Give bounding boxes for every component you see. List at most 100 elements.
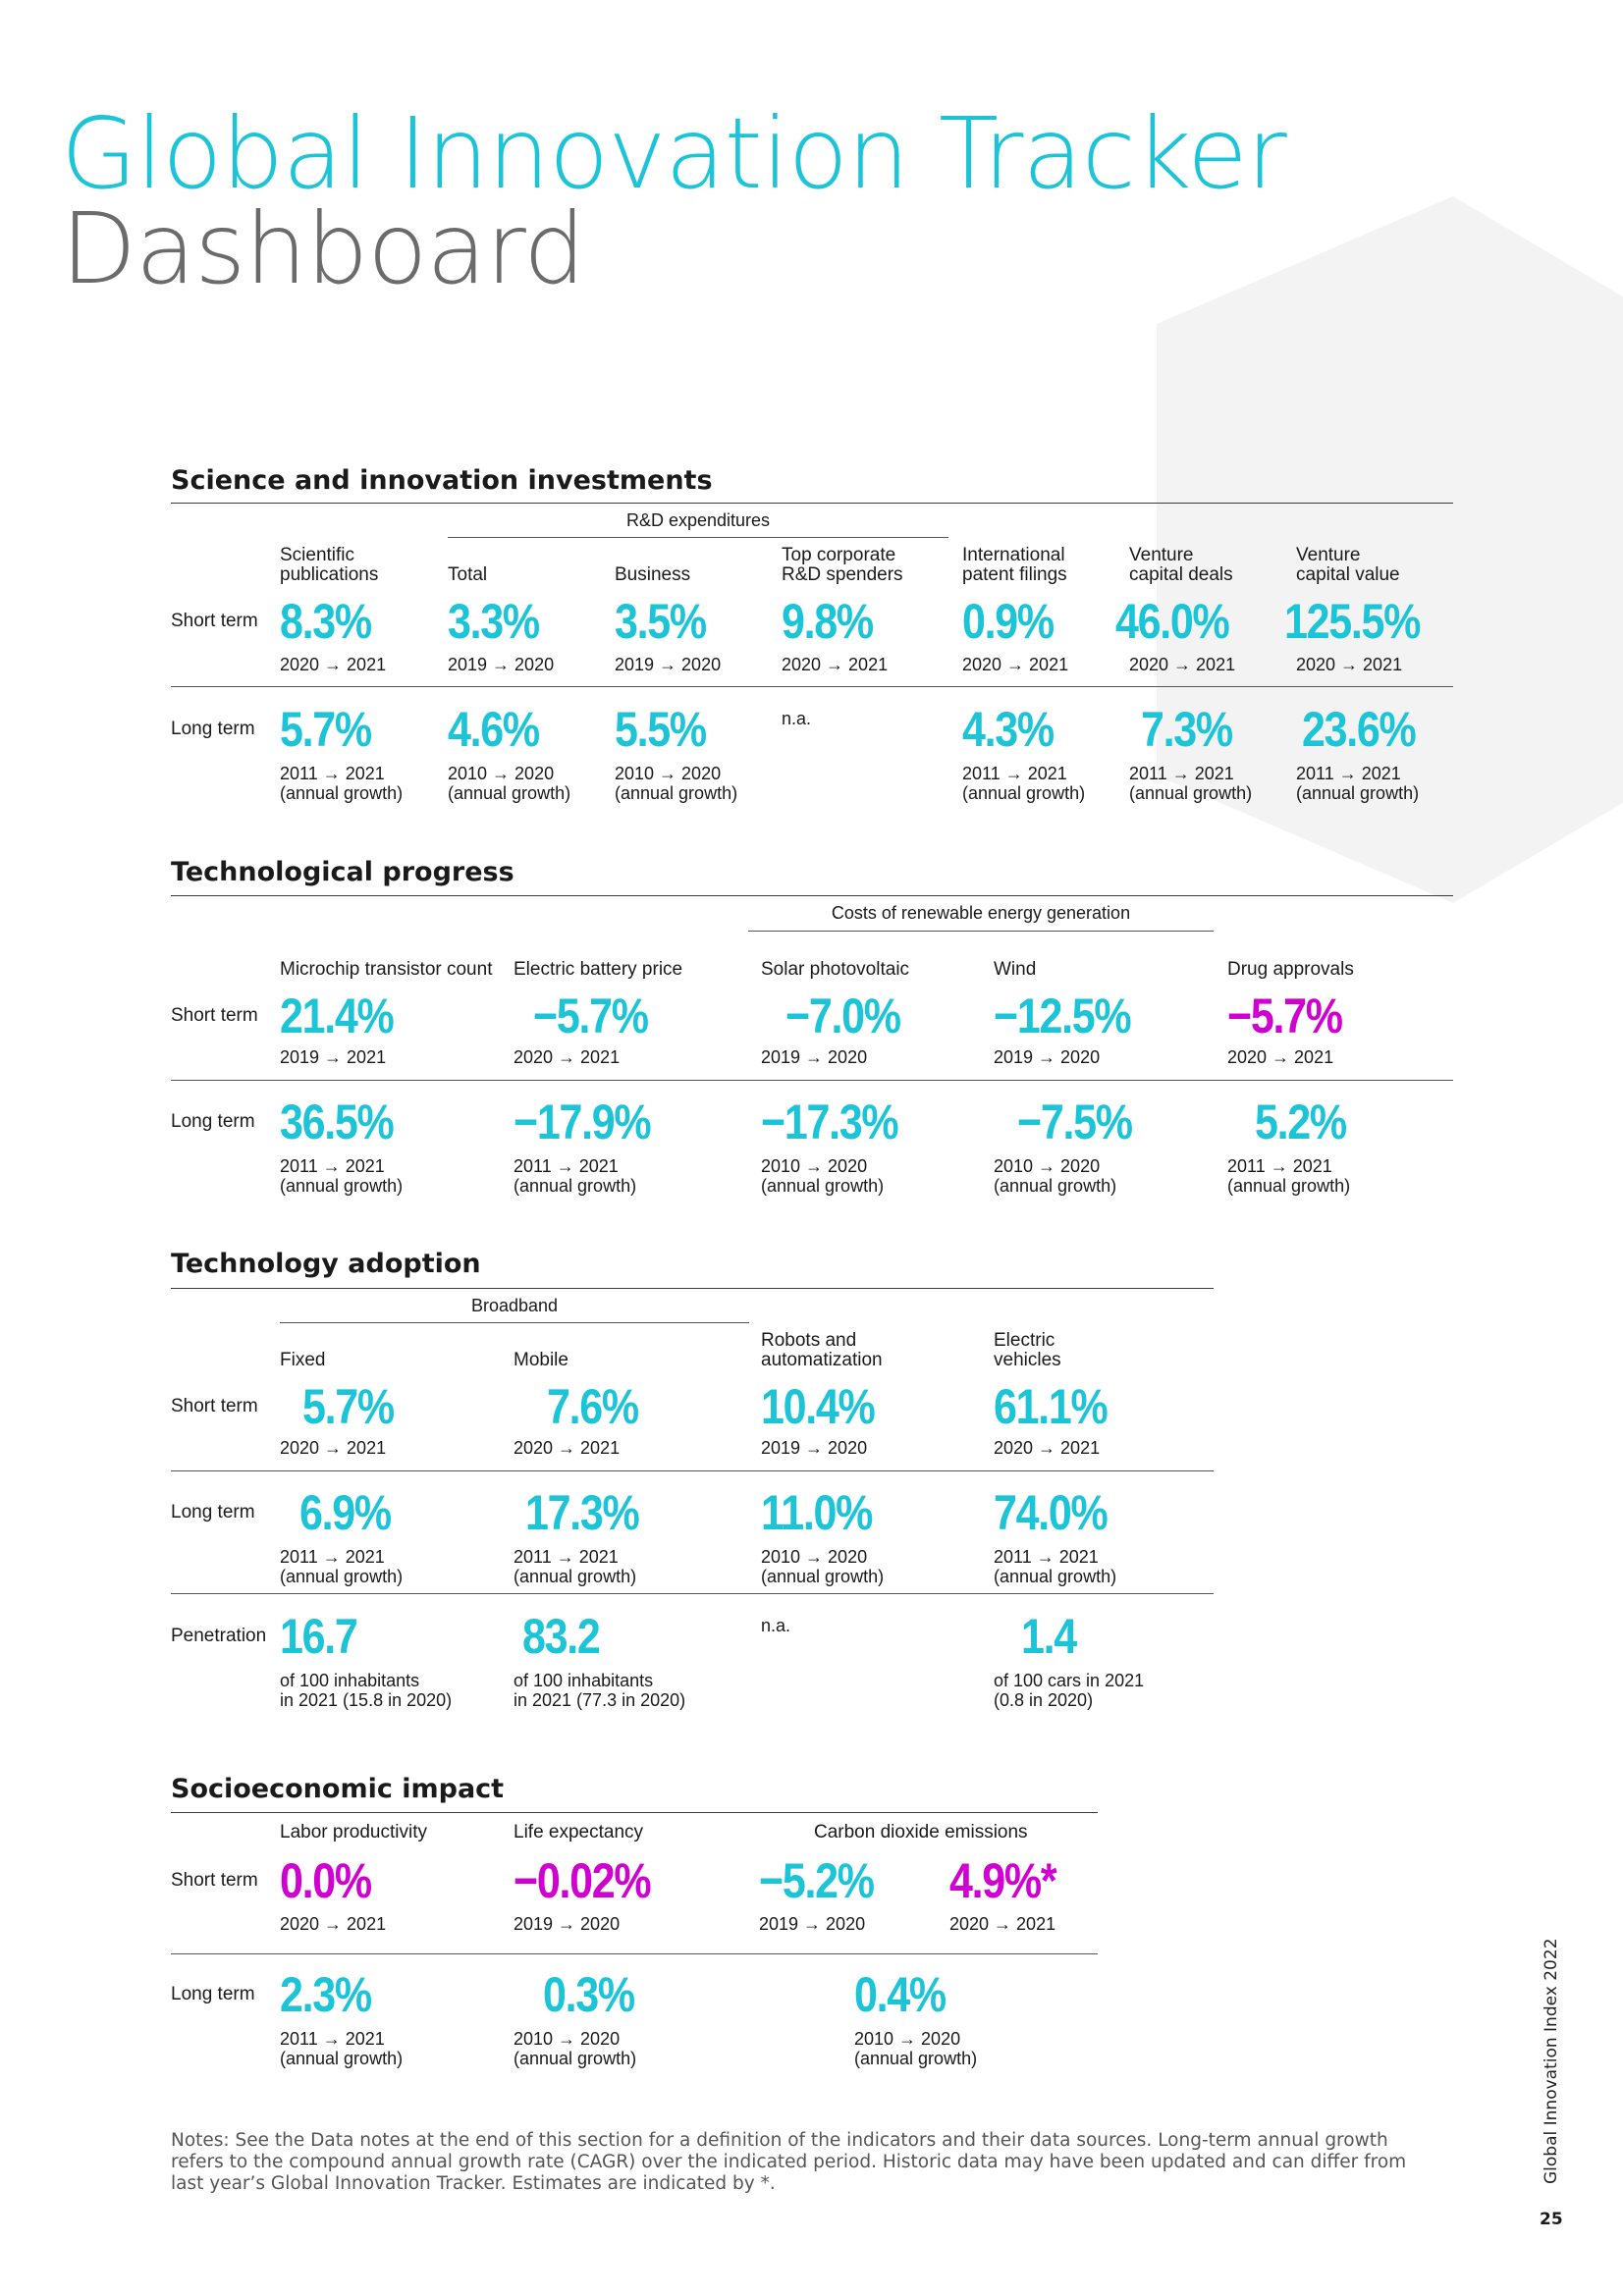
metric-value: 5.7% [280, 702, 372, 757]
metric-value: 4.6% [448, 702, 540, 757]
row-label-short-term: Short term [171, 1005, 258, 1026]
metric-value: 6.9% [299, 1485, 392, 1540]
metric-value: 21.4% [280, 988, 395, 1043]
row-label-long-term: Long term [171, 1502, 255, 1522]
metric-value: 1.4 [1021, 1609, 1077, 1664]
column-header: Fixed [280, 1350, 326, 1370]
metric-value: 5.7% [302, 1379, 395, 1434]
divider [171, 1812, 1098, 1813]
column-header: Business [615, 564, 691, 585]
row-label-penetration: Penetration [171, 1626, 267, 1646]
row-label-long-term: Long term [171, 1984, 255, 2004]
divider [171, 895, 1453, 896]
period-label: 2011 → 2021 (annual growth) [962, 764, 1086, 803]
period-label: 2011 → 2021 (annual growth) [280, 764, 404, 803]
metric-value: 10.4% [761, 1379, 876, 1434]
metric-value: 11.0% [761, 1485, 873, 1540]
metric-value: 0.4% [854, 1967, 947, 2022]
metric-value: 5.2% [1255, 1095, 1347, 1149]
column-header: Total [448, 564, 488, 585]
metric-value-highlight: −5.7% [1227, 988, 1343, 1043]
divider [448, 537, 948, 538]
metric-value: 8.3% [280, 594, 372, 649]
column-header: Venture capital deals [1129, 545, 1233, 585]
row-label-short-term: Short term [171, 611, 258, 631]
period-label: 2020 → 2021 [962, 655, 1069, 674]
metric-value: 17.3% [525, 1485, 640, 1540]
metric-value: 0.9% [962, 594, 1055, 649]
column-header: Scientific publications [280, 545, 379, 585]
metric-value: 2.3% [280, 1967, 372, 2022]
period-label: 2011 → 2021 (annual growth) [514, 1156, 637, 1196]
column-header: Electric battery price [514, 959, 683, 980]
column-header: International patent filings [962, 545, 1067, 585]
column-header: Drug approvals [1227, 959, 1354, 980]
metric-value: 46.0% [1115, 594, 1230, 649]
period-label: 2020 → 2021 [949, 1914, 1056, 1934]
metric-value: 74.0% [994, 1485, 1109, 1540]
metric-value: 4.3% [962, 702, 1055, 757]
metric-value: 125.5% [1284, 594, 1421, 649]
period-label: 2011 → 2021 (annual growth) [1296, 764, 1420, 803]
metric-value: 61.1% [994, 1379, 1109, 1434]
period-label: 2010 → 2020 (annual growth) [615, 764, 738, 803]
metric-value: −12.5% [994, 988, 1132, 1043]
notes-text: Notes: See the Data notes at the end of … [171, 2130, 1407, 2194]
section-title: Technological progress [171, 857, 514, 887]
row-label-short-term: Short term [171, 1870, 258, 1891]
period-label: 2019 → 2020 [514, 1914, 621, 1934]
period-label: 2019 → 2021 [280, 1047, 387, 1067]
period-label: 2019 → 2020 [448, 655, 555, 674]
page-number: 25 [1540, 2210, 1563, 2229]
metric-value: 23.6% [1302, 702, 1417, 757]
period-label: 2020 → 2021 [994, 1438, 1101, 1458]
period-label: of 100 cars in 2021 (0.8 in 2020) [994, 1671, 1145, 1710]
column-header: Life expectancy [514, 1822, 644, 1842]
column-header: Robots and automatization [761, 1330, 883, 1370]
group-label: Broadband [470, 1296, 559, 1315]
period-label: 2020 → 2021 [280, 1438, 387, 1458]
row-label-long-term: Long term [171, 1111, 255, 1132]
metric-value: 16.7 [280, 1609, 358, 1664]
side-running-title: Global Innovation Index 2022 [1542, 1938, 1561, 2184]
column-header: Labor productivity [280, 1822, 427, 1842]
metric-value: −17.9% [514, 1095, 652, 1149]
metric-value-highlight: −0.02% [514, 1853, 652, 1908]
period-label: of 100 inhabitants in 2021 (15.8 in 2020… [280, 1671, 453, 1710]
metric-value: 9.8% [782, 594, 874, 649]
metric-value-highlight: 4.9%* [949, 1853, 1057, 1908]
column-header: Top corporate R&D spenders [782, 545, 903, 585]
period-label: 2010 → 2020 (annual growth) [994, 1156, 1117, 1196]
divider [171, 1470, 1214, 1471]
period-label: 2011 → 2021 (annual growth) [994, 1547, 1117, 1586]
period-label: 2010 → 2020 (annual growth) [854, 2029, 978, 2068]
period-label: 2019 → 2020 [761, 1438, 868, 1458]
not-available-label: n.a. [761, 1616, 791, 1635]
period-label: 2011 → 2021 (annual growth) [280, 2029, 404, 2068]
period-label: 2019 → 2020 [761, 1047, 868, 1067]
period-label: 2011 → 2021 (annual growth) [514, 1547, 637, 1586]
divider [748, 931, 1214, 932]
column-header: Electric vehicles [994, 1330, 1061, 1370]
divider [171, 1288, 1214, 1289]
period-label: 2010 → 2020 (annual growth) [514, 2029, 637, 2068]
period-label: 2019 → 2020 [994, 1047, 1101, 1067]
period-label: 2011 → 2021 (annual growth) [1129, 764, 1253, 803]
metric-value: 3.5% [615, 594, 707, 649]
period-label: 2010 → 2020 (annual growth) [761, 1547, 885, 1586]
divider [280, 1322, 749, 1323]
period-label: 2020 → 2021 [1227, 1047, 1334, 1067]
period-label: 2011 → 2021 (annual growth) [280, 1547, 404, 1586]
period-label: 2020 → 2021 [280, 1914, 387, 1934]
metric-value: 7.6% [547, 1379, 639, 1434]
period-label: 2010 → 2020 (annual growth) [448, 764, 571, 803]
page-title: Global Innovation Tracker Dashboard [61, 96, 1287, 298]
period-label: 2011 → 2021 (annual growth) [280, 1156, 404, 1196]
title-line-1: Global Innovation Tracker [61, 96, 1287, 211]
period-label: of 100 inhabitants in 2021 (77.3 in 2020… [514, 1671, 686, 1710]
period-label: 2020 → 2021 [782, 655, 889, 674]
row-label-short-term: Short term [171, 1396, 258, 1416]
not-available-label: n.a. [782, 709, 812, 728]
section-title: Technology adoption [171, 1249, 481, 1279]
